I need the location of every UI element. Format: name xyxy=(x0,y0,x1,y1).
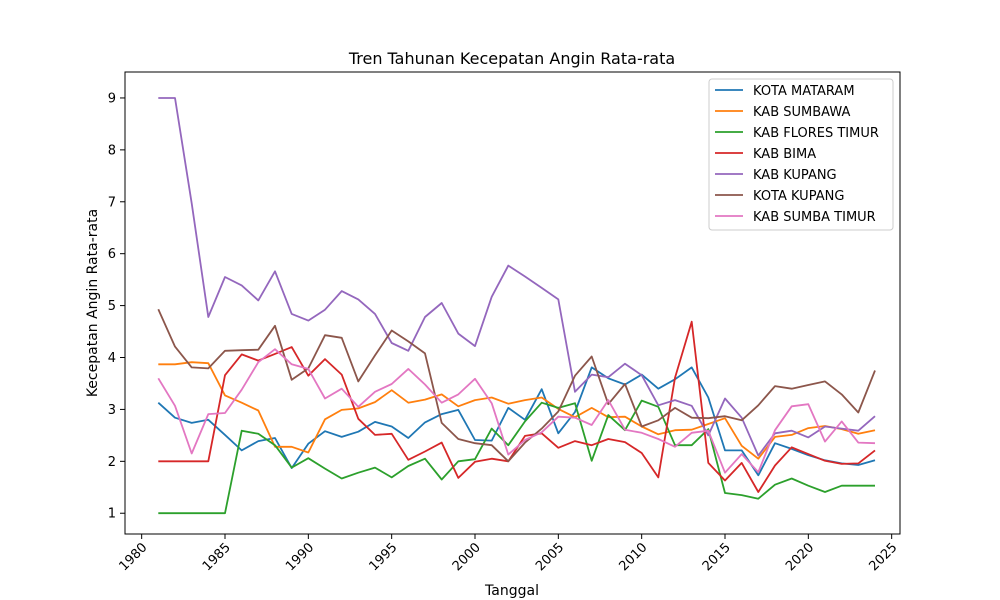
x-axis-label: Tanggal xyxy=(484,583,539,599)
y-axis-ticks: 1 2 3 4 5 6 7 8 9 xyxy=(108,91,125,522)
series-line-kota-mataram xyxy=(157,366,876,477)
chart-title: Tren Tahunan Kecepatan Angin Rata-rata xyxy=(348,49,675,68)
y-tick-label: 7 xyxy=(108,195,116,210)
legend-label-kota-kupang: KOTA KUPANG xyxy=(753,189,844,204)
legend-label-kab-bima: KAB BIMA xyxy=(753,147,816,162)
y-tick-label: 2 xyxy=(108,455,116,470)
plot-frame xyxy=(124,71,901,535)
y-tick-label: 6 xyxy=(108,247,116,262)
legend-frame xyxy=(708,78,894,231)
legend-label-kab-sumba-timur: KAB SUMBA TIMUR xyxy=(753,210,876,225)
series-line-kab-kupang xyxy=(158,97,876,457)
y-tick-label: 9 xyxy=(108,91,116,106)
legend: KOTA MATARAM KAB SUMBAWA KAB FLORES TIMUR K… xyxy=(708,78,894,231)
legend-label-kab-kupang: KAB KUPANG xyxy=(753,168,837,183)
series-line-kab-flores-timur xyxy=(158,399,875,515)
y-tick-label: 8 xyxy=(108,143,116,158)
y-tick-label: 1 xyxy=(108,507,116,522)
series-line-kab-sumbawa xyxy=(158,361,876,460)
y-tick-label: 3 xyxy=(108,403,116,418)
y-tick-label: 5 xyxy=(108,299,116,314)
legend-label-kota-mataram: KOTA MATARAM xyxy=(753,84,855,99)
plot-lines xyxy=(157,97,876,515)
y-axis-label: Kecepatan Angin Rata-rata xyxy=(85,209,101,397)
legend-label-kab-flores-timur: KAB FLORES TIMUR xyxy=(753,126,879,141)
series-line-kab-sumba-timur xyxy=(157,348,876,474)
y-tick-label: 4 xyxy=(108,351,116,366)
legend-label-kab-sumbawa: KAB SUMBAWA xyxy=(753,105,850,120)
series-line-kota-kupang xyxy=(157,308,876,463)
